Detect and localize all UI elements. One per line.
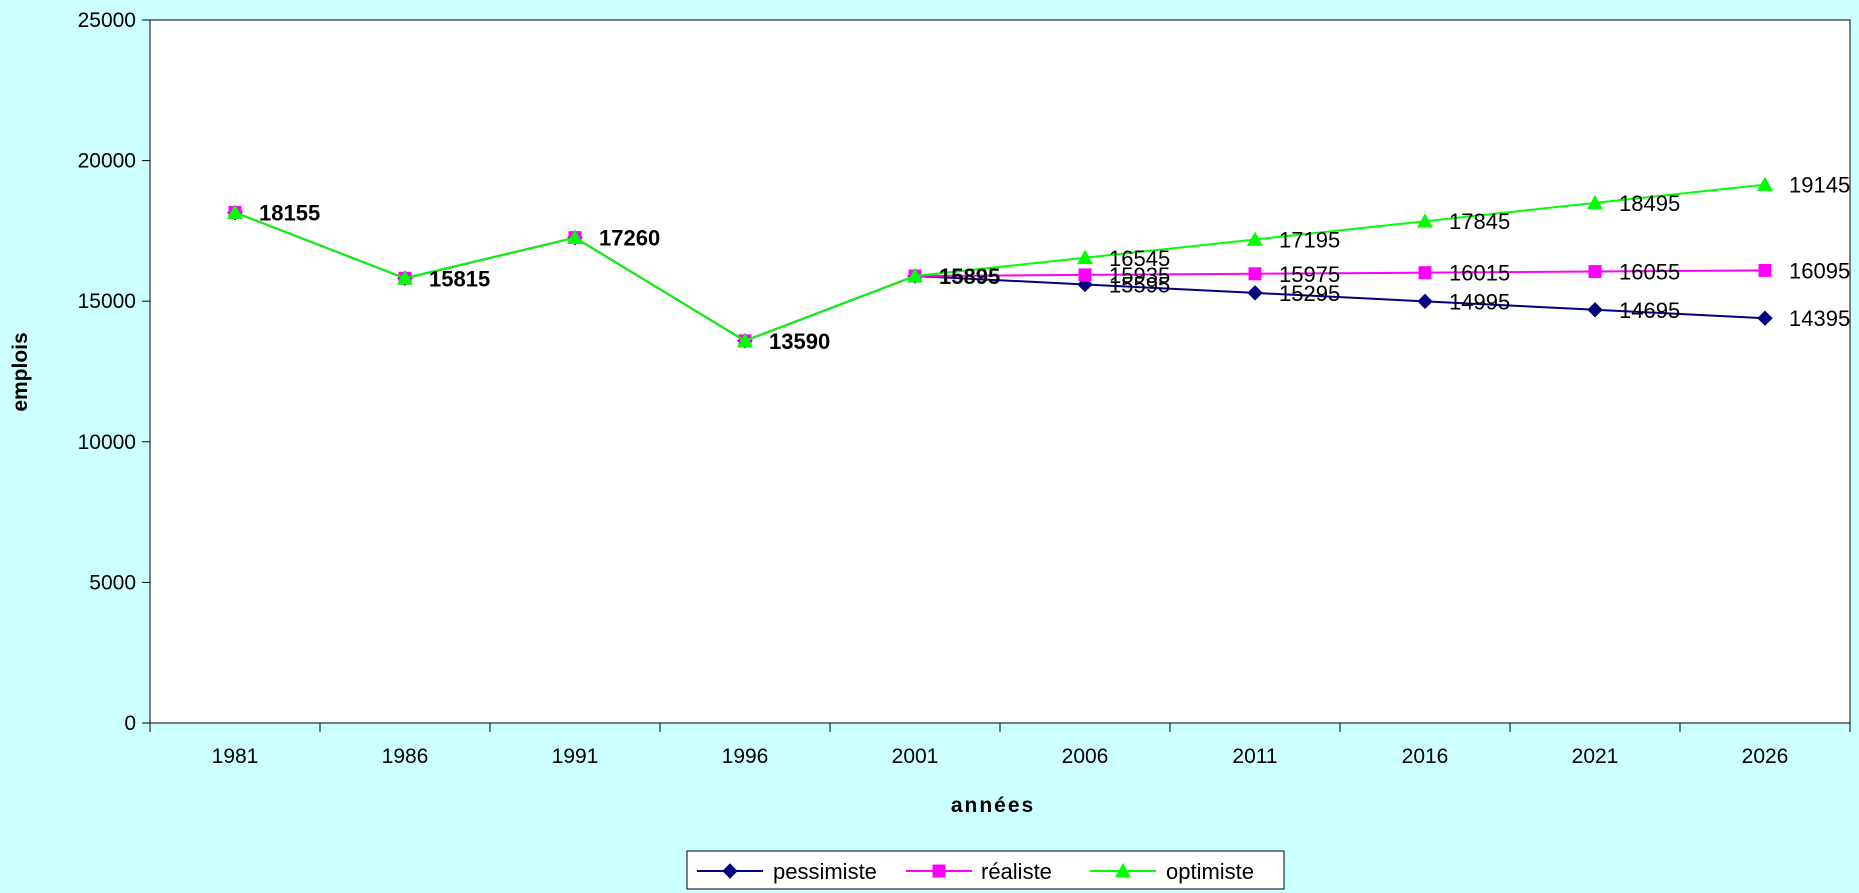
x-tick-label: 2011	[1232, 745, 1277, 768]
point-optimiste	[1417, 213, 1433, 228]
legend: pessimiste réaliste optimiste	[686, 850, 1285, 890]
x-tick-label: 2006	[1062, 745, 1109, 768]
legend-item-réaliste: réaliste	[906, 859, 1052, 884]
x-axis-title: années	[951, 794, 1035, 817]
data-labels: 18155 15815 17260 13590 15895 15595 15295 14995…	[259, 173, 1850, 354]
point-optimiste	[397, 270, 413, 285]
point-réaliste	[1248, 267, 1262, 281]
x-tick-label: 2001	[892, 745, 939, 768]
y-tick-label: 5000	[89, 571, 136, 594]
x-tick-label: 2026	[1742, 745, 1789, 768]
data-label: 19145	[1789, 173, 1850, 198]
point-pessimiste	[1247, 285, 1263, 301]
x-tick-label: 2016	[1402, 745, 1449, 768]
point-optimiste	[567, 229, 583, 245]
point-réaliste	[1078, 268, 1092, 282]
legend-marker-réaliste	[932, 864, 946, 878]
x-tick-label: 1981	[212, 745, 259, 768]
data-label: 17845	[1449, 209, 1510, 234]
y-tick-label: 25000	[78, 9, 136, 32]
data-label: 16545	[1109, 246, 1170, 271]
legend-box	[686, 850, 1285, 890]
point-réaliste	[1758, 263, 1772, 277]
legend-label: pessimiste	[773, 859, 877, 884]
point-optimiste	[737, 332, 753, 348]
data-label: 14695	[1619, 298, 1680, 323]
data-label: 16095	[1789, 258, 1850, 283]
data-label: 17260	[599, 226, 660, 251]
data-label: 15975	[1279, 262, 1340, 287]
legend-label: réaliste	[981, 859, 1052, 884]
y-tick-label: 20000	[78, 150, 136, 173]
data-label: 13590	[769, 329, 830, 354]
y-tick-label: 10000	[78, 431, 136, 454]
point-optimiste	[1247, 231, 1263, 246]
legend-label: optimiste	[1166, 859, 1254, 884]
point-optimiste	[227, 204, 243, 219]
series-lines	[227, 176, 1773, 349]
plot-area	[149, 19, 1851, 724]
legend-item-pessimiste: pessimiste	[697, 859, 877, 884]
data-label: 15935	[1109, 263, 1170, 288]
y-tick-label: 0	[124, 712, 136, 735]
data-label: 15595	[1109, 272, 1170, 297]
x-axis: 1981 1986 1991 1996 2001 2006 2011 2016 2021 2026	[149, 723, 1851, 768]
data-label: 18155	[259, 200, 320, 225]
point-optimiste	[1757, 176, 1773, 192]
data-label: 16015	[1449, 261, 1510, 286]
x-tick-label: 1996	[722, 745, 769, 768]
point-pessimiste	[1757, 310, 1773, 326]
data-label: 15895	[939, 264, 1000, 289]
series-optimiste	[227, 176, 1773, 348]
y-axis-title: emplois	[9, 332, 32, 411]
point-optimiste	[1587, 194, 1603, 210]
point-réaliste	[1588, 265, 1602, 279]
point-réaliste	[1418, 266, 1432, 280]
legend-marker-optimiste	[1115, 863, 1131, 878]
point-pessimiste	[1587, 302, 1603, 318]
data-label: 15295	[1279, 281, 1340, 306]
point-pessimiste	[1417, 293, 1433, 310]
data-label: 14995	[1449, 289, 1510, 314]
point-optimiste	[1077, 249, 1093, 265]
x-tick-label: 2021	[1572, 745, 1619, 768]
x-tick-label: 1986	[382, 745, 429, 768]
data-label: 18495	[1619, 191, 1680, 216]
data-label: 15815	[429, 266, 490, 291]
series-line-optimiste	[234, 183, 1766, 342]
x-tick-label: 1991	[552, 745, 599, 768]
legend-marker-pessimiste	[722, 863, 738, 879]
data-label: 17195	[1279, 227, 1340, 252]
legend-item-optimiste: optimiste	[1090, 859, 1254, 884]
y-axis: 0 5000 10000 15000 20000 25000	[78, 9, 150, 735]
data-label: 16055	[1619, 260, 1680, 285]
point-optimiste	[907, 268, 923, 283]
y-tick-label: 15000	[78, 290, 136, 313]
data-label: 14395	[1789, 306, 1850, 331]
